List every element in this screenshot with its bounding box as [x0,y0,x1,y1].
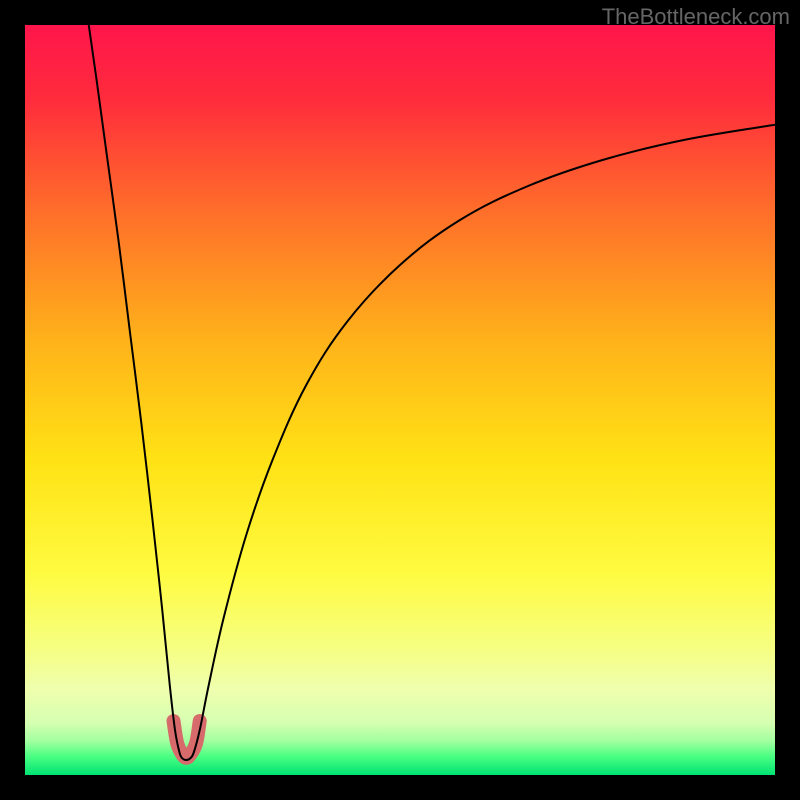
plot-area [25,25,775,775]
chart-frame: TheBottleneck.com [0,0,800,800]
watermark-text: TheBottleneck.com [602,4,790,30]
bottleneck-chart [25,25,775,775]
